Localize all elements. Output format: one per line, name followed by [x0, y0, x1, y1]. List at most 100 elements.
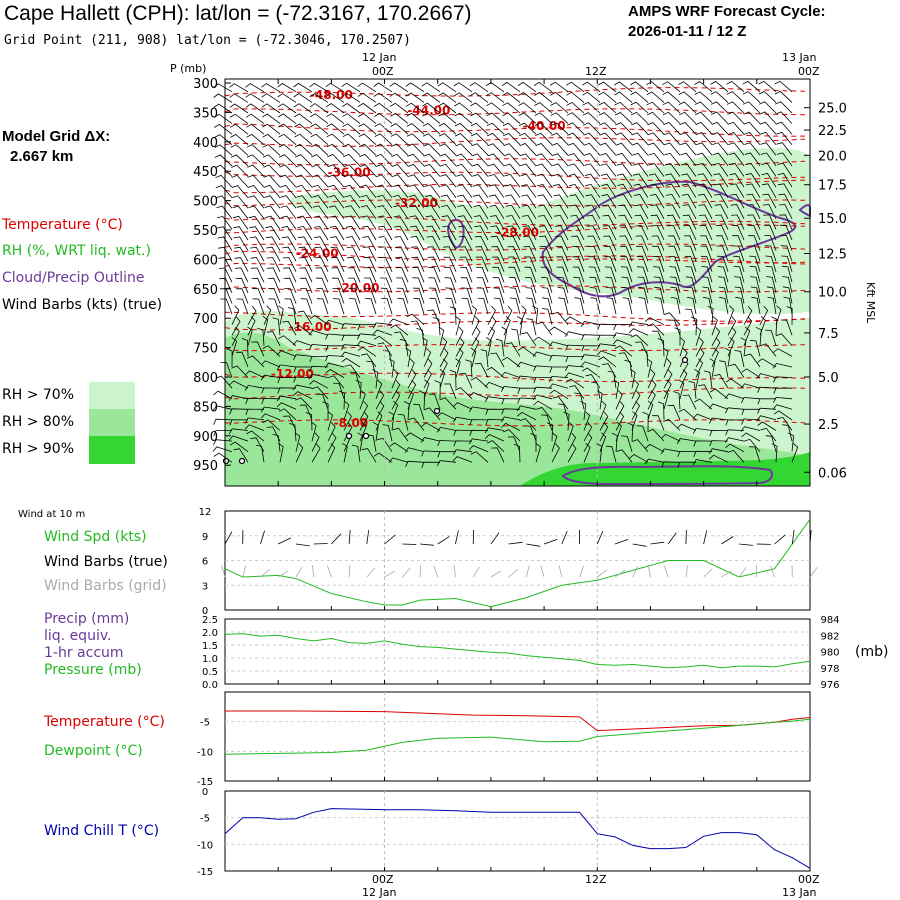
wind-barb — [555, 246, 569, 262]
wind-barb — [587, 245, 601, 262]
wind-barb — [252, 298, 265, 315]
wind-barb-grid — [770, 565, 775, 578]
precip-tick-label: 1.0 — [202, 654, 218, 665]
wind-barb — [389, 442, 409, 453]
wind-barb — [758, 91, 777, 103]
wind-barb — [380, 287, 393, 304]
wind-barb — [489, 204, 505, 220]
wind-barb — [454, 112, 473, 124]
wind-barb — [468, 406, 489, 413]
wind-barb — [314, 246, 329, 262]
wind-barb — [755, 326, 762, 346]
wind-barb — [776, 142, 793, 156]
wind-barb — [470, 347, 477, 368]
wind-barb — [232, 205, 249, 220]
wind-barb — [487, 326, 496, 346]
wind-barb — [780, 245, 793, 262]
wind-barb — [526, 318, 537, 336]
wind-barb — [276, 350, 297, 357]
wind-barb — [695, 121, 713, 135]
temp-tick-label: -10 — [197, 747, 213, 758]
wind-barb — [423, 407, 441, 421]
wind-barb — [760, 343, 777, 357]
wind-barb — [728, 142, 745, 156]
wind-barb — [714, 204, 729, 219]
wind-barb — [343, 400, 350, 421]
wind-barb — [502, 102, 521, 114]
wind-barb — [676, 438, 697, 444]
wind-barb — [694, 91, 713, 103]
wind-barb — [220, 298, 233, 315]
wind-barb — [597, 81, 617, 93]
wind-barb — [485, 408, 505, 415]
wind-barb — [443, 256, 457, 272]
pressure-tick-label: 400 — [193, 136, 218, 151]
wind-barb — [292, 384, 313, 391]
wind-barb — [711, 326, 721, 346]
wind-barb — [298, 256, 313, 272]
wind-barb — [373, 92, 393, 103]
calm-wind-marker — [681, 356, 689, 364]
wind-barb — [283, 415, 297, 431]
wind-barb — [325, 355, 345, 362]
wind-barb — [473, 204, 489, 220]
wind-barb — [759, 315, 766, 336]
wind-barb — [408, 417, 425, 431]
wind-barb — [748, 235, 761, 251]
wind-barb — [654, 297, 665, 315]
wind-barb — [665, 183, 681, 198]
wind-barb — [631, 122, 649, 135]
wind-barb — [445, 297, 457, 315]
wind-barb — [587, 235, 601, 251]
wind-barb — [389, 102, 409, 114]
wind-barb — [647, 323, 665, 336]
wind-barb — [316, 298, 329, 315]
wind-barb — [743, 121, 761, 135]
wind-barb — [523, 256, 537, 272]
wind-barb — [619, 245, 633, 262]
wind-barb — [391, 153, 409, 167]
wind-barb — [487, 153, 505, 167]
temperature-contour — [224, 216, 806, 226]
wind-panel-frame — [224, 510, 811, 611]
wind-barb — [680, 163, 697, 177]
wind-barb — [599, 411, 609, 431]
wind-barb — [488, 184, 505, 198]
wind-barb — [437, 92, 457, 103]
wind-barb — [632, 163, 649, 177]
wind-barb — [539, 235, 553, 251]
temperature-contour — [224, 258, 806, 268]
wind-barb — [279, 184, 297, 198]
wind-barb — [744, 142, 761, 156]
wind-barb — [341, 103, 361, 114]
wind-barb — [725, 407, 745, 414]
wind-barb — [523, 235, 537, 251]
wind-barb — [569, 183, 585, 198]
temp-tick-label: -5 — [200, 718, 210, 729]
wind-barb — [580, 321, 601, 327]
wind-barb-grid — [558, 565, 563, 578]
pressure-tick-label-right: 978 — [820, 664, 839, 675]
wind-barb — [437, 440, 457, 447]
wind-barb — [395, 256, 409, 272]
wind-barb — [791, 443, 799, 463]
wind-barb — [438, 133, 457, 145]
wind-barb — [548, 383, 569, 389]
wind-barb — [357, 324, 377, 331]
wind-barb — [725, 347, 731, 368]
wind-barb — [772, 362, 793, 369]
wind-barb — [394, 246, 409, 262]
wind-barb — [215, 185, 233, 198]
wind-barb — [397, 298, 409, 315]
wind-barb — [554, 225, 569, 241]
wind-barb — [264, 195, 281, 209]
wind-barb — [727, 326, 737, 346]
wind-barb-grid — [540, 565, 545, 578]
wind-barb — [375, 174, 393, 188]
wind-barb — [743, 132, 761, 145]
wind-barb — [212, 446, 233, 453]
model-grid: Model Grid ΔX: 2.667 km — [2, 127, 110, 167]
wind-barb — [421, 337, 428, 357]
wind-barb — [374, 113, 393, 124]
wind-barb — [631, 142, 649, 156]
